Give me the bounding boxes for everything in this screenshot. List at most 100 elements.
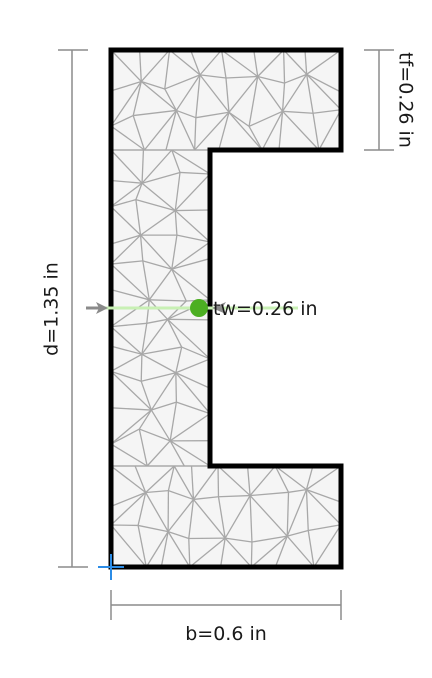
- mesh-edge: [306, 489, 342, 526]
- mesh-edge: [132, 115, 146, 151]
- mesh-edge: [110, 289, 150, 301]
- mesh-edge: [135, 199, 176, 212]
- mesh-edge: [110, 80, 142, 92]
- mesh-edge: [248, 126, 263, 151]
- mesh-edge: [140, 210, 176, 236]
- mesh-edge: [306, 73, 342, 93]
- mesh-edge: [171, 257, 211, 270]
- mesh-edge: [140, 234, 173, 270]
- mesh-edge: [145, 531, 169, 568]
- mesh-edge: [141, 323, 148, 355]
- depth-dimension: d=1.35 in: [41, 49, 88, 568]
- mesh-edge: [174, 210, 211, 243]
- section-outline: [108, 47, 344, 570]
- mesh-edge: [274, 465, 307, 491]
- mesh-edge: [133, 109, 177, 117]
- mesh-edge: [249, 465, 276, 496]
- mesh-edge: [110, 263, 150, 301]
- mesh-edge: [176, 234, 211, 243]
- mesh-edge: [192, 465, 219, 500]
- mesh-edge: [306, 465, 342, 491]
- mesh-edge: [218, 494, 251, 498]
- mesh-edge: [257, 75, 285, 84]
- mesh-edge: [132, 81, 142, 116]
- mesh-edge: [174, 173, 211, 212]
- mesh-edge: [143, 110, 177, 151]
- mesh-edge: [110, 353, 143, 372]
- mesh-edge: [284, 73, 307, 84]
- mesh-edge: [110, 299, 150, 328]
- mesh-edge: [140, 81, 177, 111]
- mesh-edge: [253, 49, 259, 77]
- web-thickness-label: tw=0.26 in: [213, 298, 318, 320]
- mesh-edge: [282, 49, 286, 84]
- finite-element-mesh: [110, 49, 342, 568]
- mesh-edge: [228, 111, 263, 151]
- mesh-edge: [257, 76, 284, 112]
- mesh-edge: [228, 76, 259, 113]
- mesh-edge: [307, 530, 315, 568]
- mesh-edge: [146, 318, 168, 324]
- mesh-edge: [146, 299, 150, 324]
- mesh-edge: [224, 537, 252, 568]
- mesh-edge: [151, 401, 177, 411]
- mesh-edge: [283, 49, 308, 75]
- mesh-edge: [199, 74, 230, 113]
- mesh-edge: [146, 440, 171, 467]
- mesh-edge: [134, 465, 147, 493]
- mesh-edge: [251, 535, 288, 543]
- mesh-edge: [174, 210, 178, 236]
- mesh-edge: [175, 372, 178, 403]
- mesh-edge: [110, 199, 137, 208]
- mesh-edge: [145, 492, 169, 532]
- mesh-edge: [171, 268, 211, 301]
- width-label: b=0.6 in: [185, 623, 267, 645]
- mesh-edge: [282, 73, 308, 112]
- mesh-edge: [110, 492, 147, 526]
- mesh-edge: [195, 74, 201, 118]
- mesh-edge: [141, 80, 165, 90]
- mesh-edge: [312, 109, 342, 114]
- mesh-edge: [306, 73, 342, 111]
- mesh-edge: [225, 537, 253, 543]
- mesh-edge: [169, 440, 185, 467]
- mesh-edge: [274, 465, 290, 493]
- mesh-edge: [110, 443, 148, 467]
- flange-thickness-label: tf=0.26 in: [395, 52, 417, 148]
- mesh-edge: [250, 542, 253, 568]
- mesh-edge: [110, 326, 143, 355]
- mesh-edge: [139, 428, 171, 442]
- mesh-edge: [194, 117, 197, 151]
- mesh-edge: [145, 489, 169, 494]
- mesh-edge: [250, 491, 289, 497]
- mesh-edge: [174, 172, 181, 211]
- mesh-edge: [278, 111, 284, 151]
- mesh-edge: [225, 77, 230, 113]
- mesh-edge: [139, 235, 144, 261]
- mesh-edge: [141, 372, 176, 382]
- mesh-edge: [281, 83, 286, 112]
- mesh-edge: [140, 49, 171, 82]
- mesh-edge: [167, 300, 187, 320]
- mesh-edge: [141, 353, 177, 374]
- mesh-edge: [246, 465, 251, 496]
- mesh-edge: [169, 440, 211, 467]
- mesh-edge: [135, 199, 142, 236]
- mesh-edge: [179, 171, 211, 175]
- mesh-edge: [141, 182, 176, 212]
- mesh-edge: [248, 110, 283, 127]
- mesh-edge: [150, 372, 177, 411]
- mesh-edge: [217, 496, 226, 539]
- mesh-edge: [110, 234, 141, 265]
- mesh-edge: [188, 538, 191, 568]
- mesh-edge: [249, 495, 253, 543]
- web-marker-icon: [190, 299, 208, 317]
- mesh-edge: [138, 428, 148, 467]
- mesh-edge: [188, 499, 195, 539]
- mesh-edge: [138, 409, 152, 430]
- mesh-edge: [224, 495, 251, 539]
- mesh-edge: [218, 112, 230, 151]
- mesh-edge: [168, 490, 194, 501]
- mesh-edge: [135, 182, 143, 200]
